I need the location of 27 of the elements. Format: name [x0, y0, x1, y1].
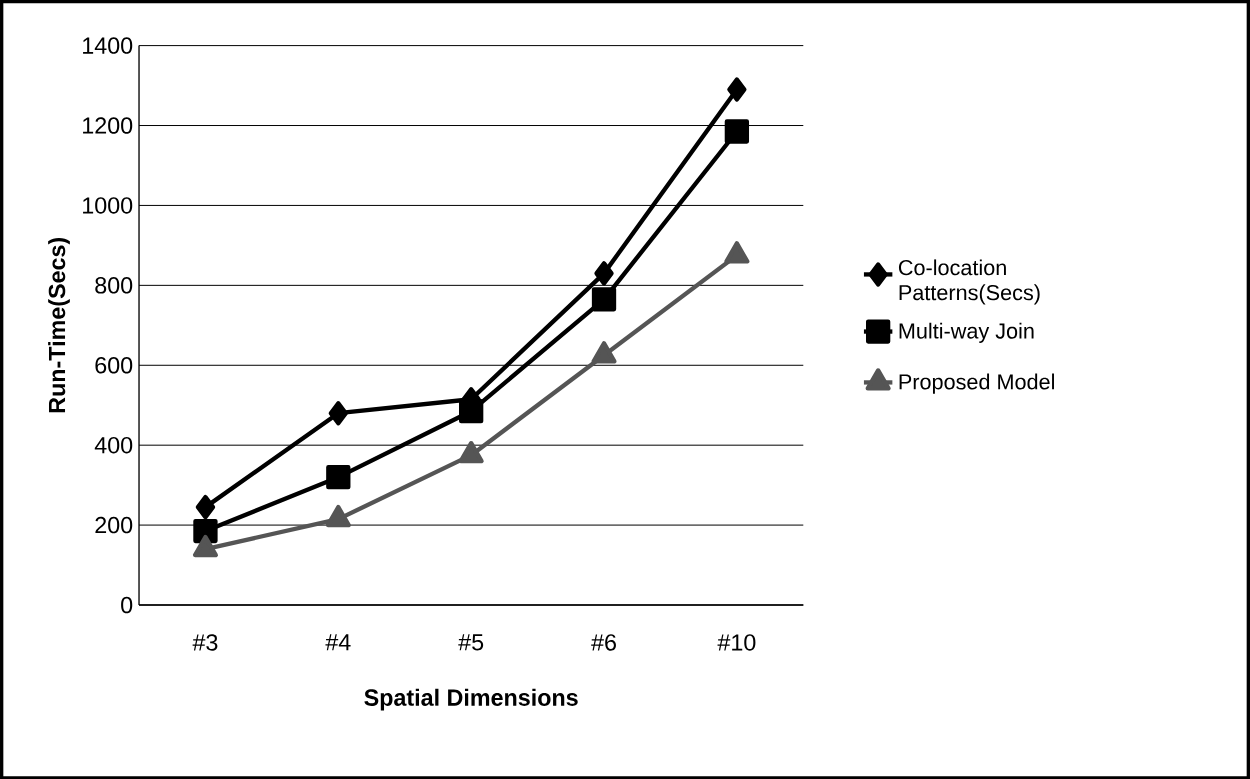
y-tick-label: 400: [94, 436, 133, 454]
y-tick-label: 0: [121, 596, 133, 614]
x-tick-label: #10: [717, 633, 756, 651]
point: [193, 518, 218, 544]
point: [591, 286, 617, 312]
y-tick-label: 1400: [83, 37, 133, 54]
y-tick-label: 200: [95, 516, 133, 534]
y-tick-label: 1200: [83, 117, 133, 134]
x-tick-label: #5: [458, 633, 484, 651]
point: [724, 119, 750, 144]
point: [326, 464, 351, 490]
x-tick-label: #6: [591, 633, 616, 651]
legend-label: Multi-way Join: [899, 322, 1034, 343]
y-axis-title: Run-Time(Secs): [48, 237, 70, 413]
point: [594, 260, 614, 286]
x-tick-label: #3: [192, 633, 218, 651]
x-axis-title: Spatial Dimensions: [364, 688, 578, 711]
point: [328, 400, 348, 426]
y-tick-label: 600: [95, 356, 133, 374]
point: [195, 494, 216, 520]
x-tick-label: #4: [325, 633, 351, 650]
y-tick-label: 800: [95, 276, 133, 294]
y-tick-label: 1000: [83, 196, 133, 214]
legend-label: Co-location Patterns(Secs): [898, 259, 1040, 305]
legend-label: Proposed Model: [899, 373, 1054, 394]
point: [459, 398, 484, 424]
point: [727, 77, 747, 102]
